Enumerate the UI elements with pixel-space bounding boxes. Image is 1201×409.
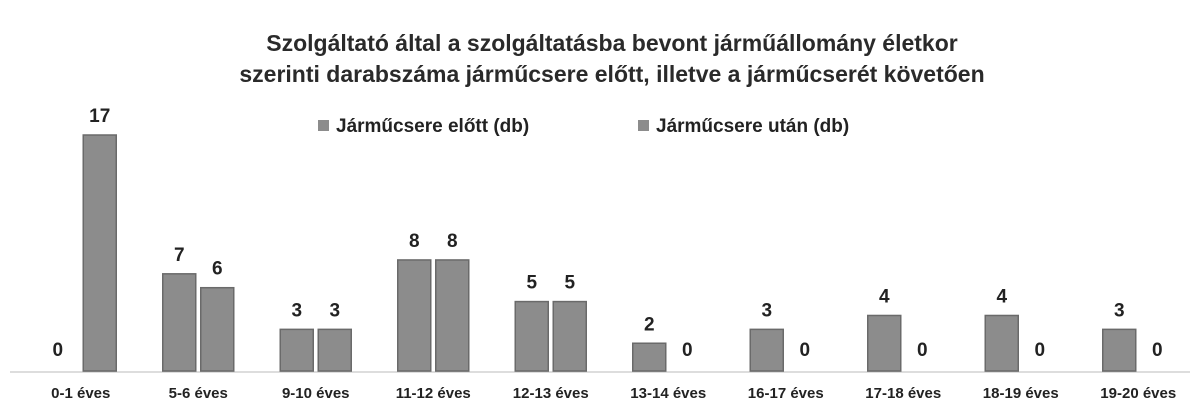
data-label: 8: [409, 231, 420, 252]
data-label: 7: [174, 245, 185, 266]
bar: [200, 286, 235, 372]
data-label: 17: [89, 106, 110, 127]
x-tick-label: 16-17 éves: [748, 385, 824, 402]
data-label: 4: [996, 286, 1007, 307]
bar: [82, 134, 117, 372]
bar: [984, 314, 1019, 372]
x-tick-label: 0-1 éves: [51, 385, 110, 402]
data-label: 5: [564, 273, 575, 294]
x-tick-label: 5-6 éves: [169, 385, 228, 402]
bar: [514, 300, 549, 372]
bar: [279, 328, 314, 372]
data-label: 3: [761, 300, 772, 321]
legend-swatch: [638, 120, 649, 131]
x-tick-label: 18-19 éves: [983, 385, 1059, 402]
data-label: 6: [212, 259, 223, 280]
bar: [1102, 328, 1137, 372]
data-label: 0: [1152, 340, 1163, 361]
data-label: 0: [917, 340, 928, 361]
x-tick-label: 19-20 éves: [1100, 385, 1176, 402]
data-label: 8: [447, 231, 458, 252]
legend-label: Járműcsere után (db): [656, 116, 849, 137]
bar: [317, 328, 352, 372]
bar: [552, 300, 587, 372]
legend-label: Járműcsere előtt (db): [336, 116, 529, 137]
chart-title: szerinti darabszáma járműcsere előtt, il…: [239, 61, 984, 87]
x-tick-label: 11-12 éves: [396, 385, 471, 402]
data-label: 0: [52, 340, 63, 361]
bar: [749, 328, 784, 372]
data-label: 3: [291, 300, 302, 321]
bar: [867, 314, 902, 372]
data-label: 4: [879, 286, 890, 307]
data-label: 5: [526, 273, 537, 294]
data-label: 0: [1034, 340, 1045, 361]
bar: [162, 273, 197, 372]
data-label: 3: [1114, 300, 1125, 321]
x-tick-label: 12-13 éves: [513, 385, 589, 402]
bar: [397, 259, 432, 372]
data-label: 0: [682, 340, 693, 361]
data-label: 3: [329, 300, 340, 321]
x-tick-label: 17-18 éves: [865, 385, 941, 402]
legend-swatch: [318, 120, 329, 131]
x-tick-label: 13-14 éves: [630, 385, 706, 402]
x-tick-label: 9-10 éves: [282, 385, 350, 402]
bar: [632, 342, 667, 372]
data-label: 0: [799, 340, 810, 361]
chart-title: Szolgáltató által a szolgáltatásba bevon…: [266, 30, 958, 56]
bar: [435, 259, 470, 372]
data-label: 2: [644, 314, 655, 335]
